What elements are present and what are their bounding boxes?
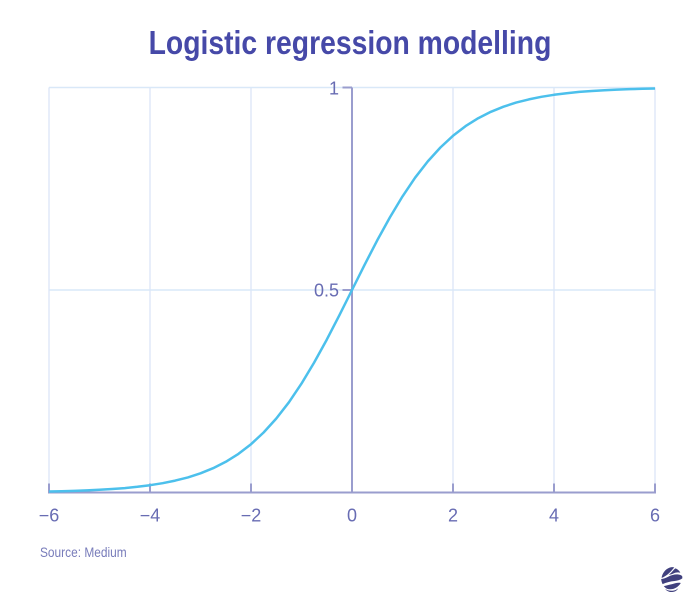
svg-text:2: 2 [448, 506, 458, 526]
svg-text:−6: −6 [39, 506, 60, 526]
svg-text:4: 4 [549, 506, 559, 526]
svg-text:0.5: 0.5 [314, 281, 339, 301]
svg-text:0: 0 [347, 506, 357, 526]
svg-text:−4: −4 [140, 506, 161, 526]
svg-text:6: 6 [650, 506, 660, 526]
svg-text:1: 1 [329, 79, 339, 99]
svg-text:−2: −2 [241, 506, 262, 526]
